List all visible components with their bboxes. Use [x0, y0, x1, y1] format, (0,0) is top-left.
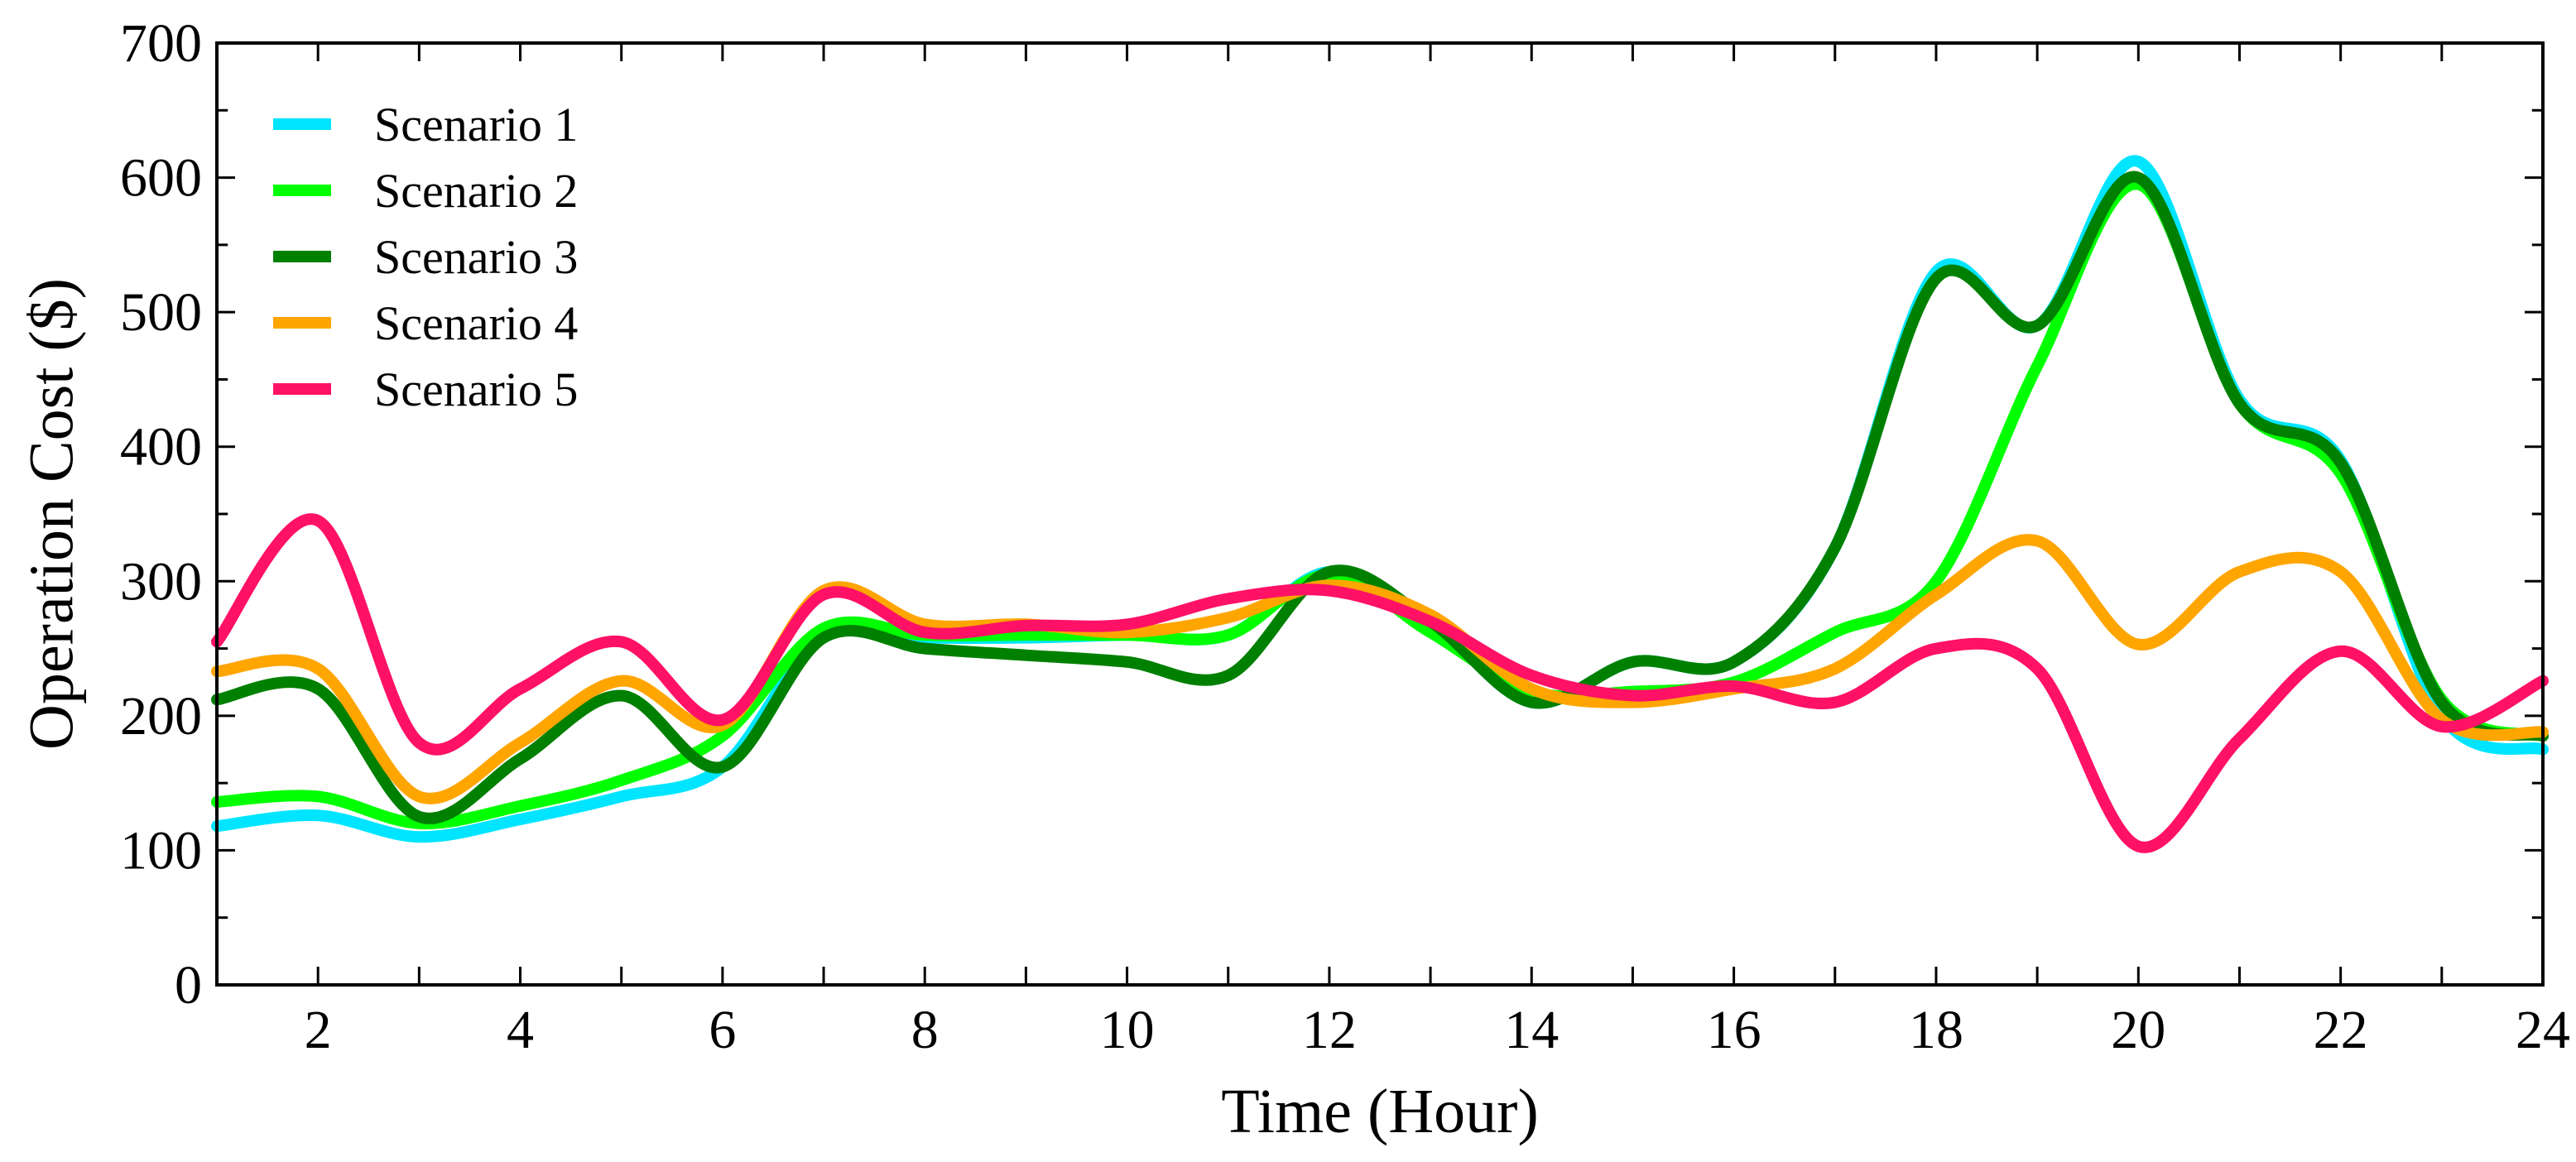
legend-label-1: Scenario 1 — [374, 98, 578, 151]
y-tick-label: 500 — [120, 282, 202, 343]
y-axis-title: Operation Cost ($) — [17, 278, 86, 750]
x-tick-label: 22 — [2314, 1000, 2368, 1060]
legend-label-2: Scenario 2 — [374, 164, 578, 218]
y-tick-label: 100 — [120, 820, 202, 881]
x-tick-label: 4 — [507, 1000, 534, 1060]
series-line-5 — [211, 513, 2549, 853]
x-tick-label: 18 — [1909, 1000, 1963, 1060]
series-line-3 — [211, 170, 2549, 824]
y-tick-label: 0 — [175, 955, 202, 1016]
y-tick-label: 400 — [120, 417, 202, 478]
x-tick-label: 12 — [1302, 1000, 1357, 1060]
legend-label-3: Scenario 3 — [374, 230, 578, 284]
series-layer — [211, 155, 2549, 853]
x-tick-label: 8 — [911, 1000, 939, 1060]
x-tick-label: 14 — [1504, 1000, 1559, 1060]
legend-label-4: Scenario 4 — [374, 296, 578, 350]
series-line-4 — [211, 534, 2549, 804]
x-tick-label: 20 — [2111, 1000, 2165, 1060]
x-tick-label: 24 — [2516, 1000, 2570, 1060]
y-tick-label: 300 — [120, 551, 202, 612]
y-tick-label: 200 — [120, 686, 202, 747]
ticks-layer — [215, 41, 2545, 987]
x-tick-label: 6 — [709, 1000, 736, 1060]
legend-label-5: Scenario 5 — [374, 363, 578, 416]
labels-layer: 2 4 6 8 10 12 14 16 18 20 22 2401002003004005006007… — [120, 13, 2570, 1060]
y-tick-label: 600 — [120, 148, 202, 209]
x-tick-label: 10 — [1100, 1000, 1155, 1060]
x-tick-label: 16 — [1707, 1000, 1761, 1060]
y-tick-label: 700 — [120, 13, 202, 74]
legend: Scenario 1 Scenario 2 Scenario 3 Scenario 4… — [273, 98, 578, 416]
x-axis-title: Time (Hour) — [1221, 1077, 1539, 1146]
x-tick-label: 2 — [305, 1000, 332, 1060]
